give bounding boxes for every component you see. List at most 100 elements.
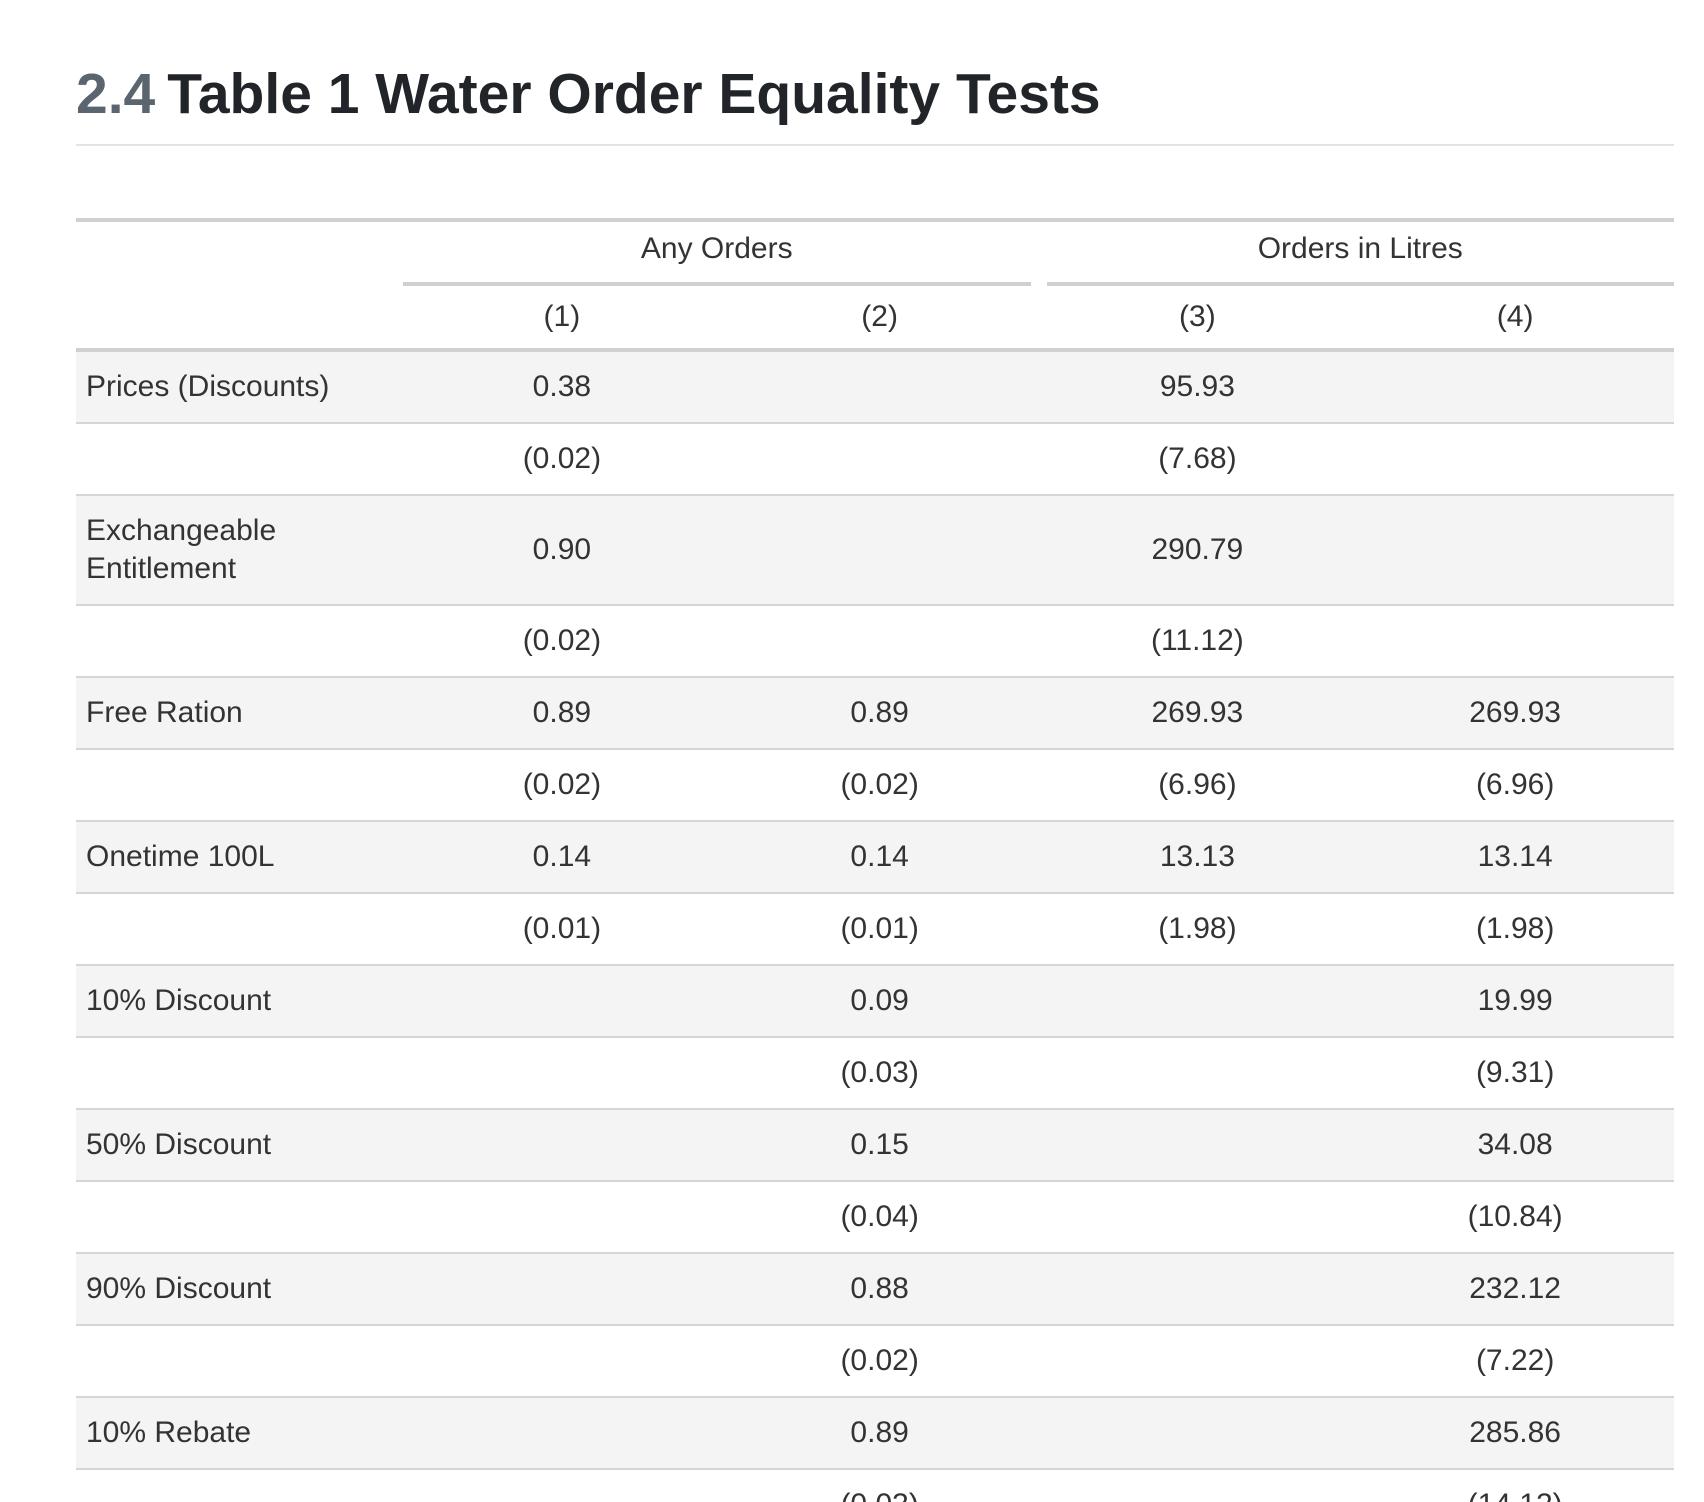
table-cell-col-4 bbox=[1356, 496, 1674, 606]
table-cell-col-2: (0.01) bbox=[720, 894, 1039, 966]
standard-error-row: (0.02) (7.68) bbox=[76, 424, 1674, 496]
table-cell-col-2 bbox=[720, 606, 1039, 678]
table-cell-col-1: (0.01) bbox=[403, 894, 721, 966]
table-cell-col-1: (0.02) bbox=[403, 606, 721, 678]
standard-error-row: (0.02) (7.22) bbox=[76, 1326, 1674, 1398]
table-cell-col-4: (7.22) bbox=[1356, 1326, 1674, 1398]
section-title: Table 1 Water Order Equality Tests bbox=[167, 62, 1101, 126]
table-cell-col-3: (11.12) bbox=[1038, 606, 1357, 678]
header-spacer bbox=[76, 222, 403, 286]
table-cell-col-1 bbox=[403, 1326, 721, 1398]
table-cell-col-4 bbox=[1356, 424, 1674, 496]
table-cell-col-1 bbox=[403, 1038, 721, 1110]
row-label: Onetime 100L bbox=[76, 822, 403, 894]
table-cell-col-2: 0.15 bbox=[720, 1110, 1039, 1182]
table-cell-col-3 bbox=[1038, 1470, 1357, 1502]
table-cell-col-3: 13.13 bbox=[1038, 822, 1357, 894]
row-label bbox=[76, 894, 403, 966]
table-cell-col-1: 0.38 bbox=[403, 352, 721, 424]
table-cell-col-4: 13.14 bbox=[1356, 822, 1674, 894]
header-spacer bbox=[76, 286, 403, 352]
coefficient-row: Prices (Discounts) 0.38 95.93 bbox=[76, 352, 1674, 424]
table-cell-col-2 bbox=[720, 352, 1039, 424]
table-cell-col-3: (7.68) bbox=[1038, 424, 1357, 496]
table-cell-col-3 bbox=[1038, 1110, 1357, 1182]
coefficient-row: Onetime 100L 0.14 0.14 13.13 13.14 bbox=[76, 822, 1674, 894]
table-cell-col-4: 285.86 bbox=[1356, 1398, 1674, 1470]
column-header-3: (3) bbox=[1038, 286, 1357, 352]
table-cell-col-4: (9.31) bbox=[1356, 1038, 1674, 1110]
table-cell-col-3: 269.93 bbox=[1038, 678, 1357, 750]
table-cell-col-1 bbox=[403, 1254, 721, 1326]
row-label bbox=[76, 424, 403, 496]
coefficient-row: 50% Discount 0.15 34.08 bbox=[76, 1110, 1674, 1182]
column-header-2: (2) bbox=[720, 286, 1039, 352]
table-cell-col-3: 95.93 bbox=[1038, 352, 1357, 424]
table-cell-col-3 bbox=[1038, 1326, 1357, 1398]
section-number: 2.4 bbox=[76, 62, 156, 126]
standard-error-row: (0.02) (11.12) bbox=[76, 606, 1674, 678]
table-cell-col-2: 0.09 bbox=[720, 966, 1039, 1038]
table-cell-col-4: (6.96) bbox=[1356, 750, 1674, 822]
table-cell-col-2: 0.89 bbox=[720, 1398, 1039, 1470]
standard-error-row: (0.03) (9.31) bbox=[76, 1038, 1674, 1110]
table-cell-col-4: (1.98) bbox=[1356, 894, 1674, 966]
row-label: 10% Discount bbox=[76, 966, 403, 1038]
table-header: Any Orders Orders in Litres (1) (2) (3) … bbox=[76, 218, 1674, 352]
row-label bbox=[76, 606, 403, 678]
coefficient-row: Exchangeable Entitlement 0.90 290.79 bbox=[76, 496, 1674, 606]
table-cell-col-1 bbox=[403, 1470, 721, 1502]
table-cell-col-2: 0.89 bbox=[720, 678, 1039, 750]
table-cell-col-4: 232.12 bbox=[1356, 1254, 1674, 1326]
table-cell-col-3 bbox=[1038, 1254, 1357, 1326]
table-cell-col-2: 0.88 bbox=[720, 1254, 1039, 1326]
column-header-row: (1) (2) (3) (4) bbox=[76, 286, 1674, 352]
table-cell-col-2: (0.03) bbox=[720, 1470, 1039, 1502]
table-cell-col-2: (0.03) bbox=[720, 1038, 1039, 1110]
table-cell-col-4 bbox=[1356, 606, 1674, 678]
table-cell-col-4: 269.93 bbox=[1356, 678, 1674, 750]
table-cell-col-4 bbox=[1356, 352, 1674, 424]
row-label: 10% Rebate bbox=[76, 1398, 403, 1470]
results-table: Any Orders Orders in Litres (1) (2) (3) … bbox=[76, 218, 1674, 1502]
table-cell-col-2 bbox=[720, 424, 1039, 496]
results-table-container: Any Orders Orders in Litres (1) (2) (3) … bbox=[76, 218, 1674, 1502]
table-cell-col-1 bbox=[403, 1398, 721, 1470]
column-header-1: (1) bbox=[403, 286, 721, 352]
table-cell-col-1: (0.02) bbox=[403, 750, 721, 822]
row-label bbox=[76, 1038, 403, 1110]
table-cell-col-3 bbox=[1038, 1398, 1357, 1470]
row-label: 90% Discount bbox=[76, 1254, 403, 1326]
standard-error-row: (0.04) (10.84) bbox=[76, 1182, 1674, 1254]
row-label: Prices (Discounts) bbox=[76, 352, 403, 424]
table-cell-col-1 bbox=[403, 966, 721, 1038]
coefficient-row: 10% Discount 0.09 19.99 bbox=[76, 966, 1674, 1038]
coefficient-row: 10% Rebate 0.89 285.86 bbox=[76, 1398, 1674, 1470]
table-cell-col-3 bbox=[1038, 966, 1357, 1038]
row-label: Exchangeable Entitlement bbox=[76, 496, 403, 606]
row-label bbox=[76, 1182, 403, 1254]
table-cell-col-3: (6.96) bbox=[1038, 750, 1357, 822]
table-cell-col-3: 290.79 bbox=[1038, 496, 1357, 606]
group-header-row: Any Orders Orders in Litres bbox=[76, 222, 1674, 286]
table-cell-col-1: (0.02) bbox=[403, 424, 721, 496]
table-cell-col-2: 0.14 bbox=[720, 822, 1039, 894]
table-cell-col-4: (14.12) bbox=[1356, 1470, 1674, 1502]
section-header: 2.4 Table 1 Water Order Equality Tests bbox=[76, 62, 1674, 146]
row-label bbox=[76, 1470, 403, 1502]
table-body: Prices (Discounts) 0.38 95.93 (0.02) (7.68) E… bbox=[76, 352, 1674, 1502]
group-header-orders-in-litres: Orders in Litres bbox=[1039, 222, 1674, 286]
row-label: 50% Discount bbox=[76, 1110, 403, 1182]
table-cell-col-1 bbox=[403, 1110, 721, 1182]
table-cell-col-1: 0.90 bbox=[403, 496, 721, 606]
column-header-4: (4) bbox=[1356, 286, 1674, 352]
standard-error-row: (0.03) (14.12) bbox=[76, 1470, 1674, 1502]
table-cell-col-4: (10.84) bbox=[1356, 1182, 1674, 1254]
coefficient-row: Free Ration 0.89 0.89 269.93 269.93 bbox=[76, 678, 1674, 750]
page-title: 2.4 Table 1 Water Order Equality Tests bbox=[76, 62, 1674, 126]
group-header-any-orders: Any Orders bbox=[403, 222, 1039, 286]
table-cell-col-2: (0.02) bbox=[720, 1326, 1039, 1398]
table-cell-col-1: 0.89 bbox=[403, 678, 721, 750]
table-cell-col-3 bbox=[1038, 1182, 1357, 1254]
